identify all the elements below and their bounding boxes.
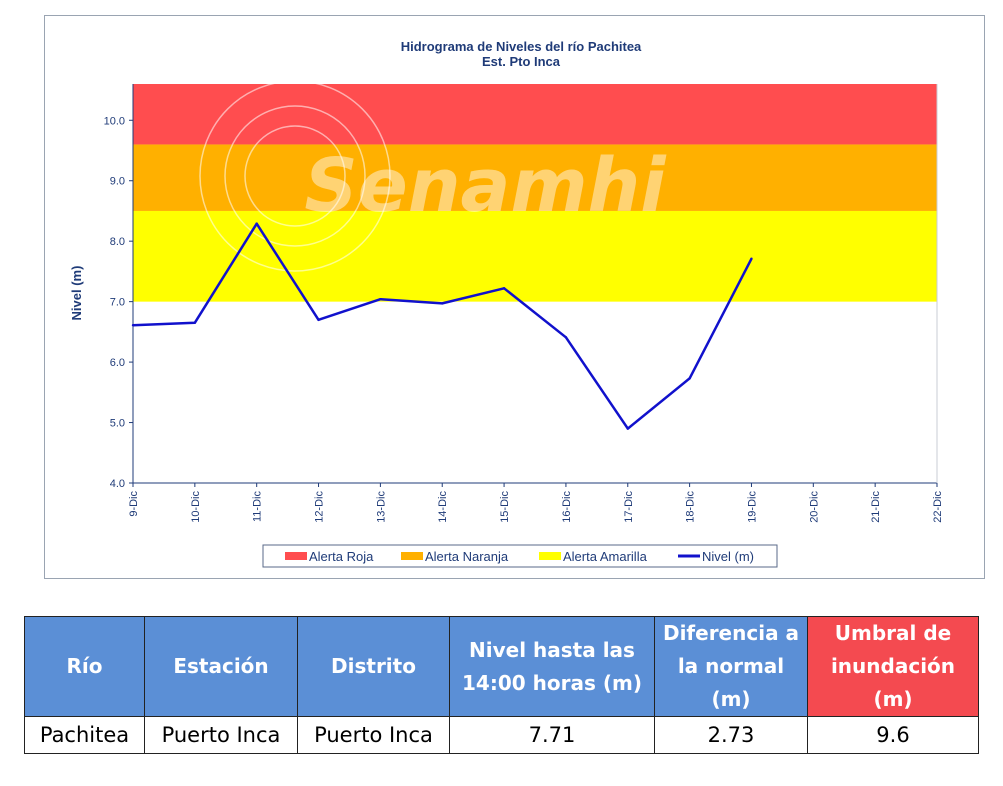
legend-swatch-alerta-roja [285,552,307,560]
x-tick-label: 21-Dic [870,491,882,523]
legend-label: Nivel (m) [702,549,754,564]
river-level-table: Río Estación Distrito Nivel hasta las 14… [24,616,979,754]
chart-title: Hidrograma de Niveles del río Pachitea [401,39,642,54]
data-point [255,222,258,225]
data-point [688,377,691,380]
x-tick-label: 17-Dic [623,491,635,523]
data-point [626,427,629,430]
x-tick-label: 12-Dic [314,491,326,523]
x-tick-label: 13-Dic [375,491,387,523]
x-tick-label: 10-Dic [190,491,202,523]
x-tick-label: 15-Dic [499,491,511,523]
header-estacion: Estación [144,616,298,717]
x-tick-label: 19-Dic [746,491,758,523]
header-umbral: Umbral de inundación (m) [807,616,979,717]
legend-label: Alerta Naranja [425,549,509,564]
legend-swatch-alerta-amarilla [539,552,561,560]
table-row: Pachitea Puerto Inca Puerto Inca 7.71 2.… [24,716,979,754]
data-point [750,257,753,260]
y-tick-label: 6.0 [110,357,125,369]
legend-label: Alerta Amarilla [563,549,648,564]
x-tick-label: 14-Dic [437,491,449,523]
legend-box [262,544,778,568]
data-point [193,321,197,324]
band-alerta-roja [133,84,937,145]
cell-distrito: Puerto Inca [297,716,450,754]
y-tick-label: 5.0 [110,418,125,430]
band-alerta-amarilla [133,210,937,302]
header-distrito: Distrito [297,616,450,717]
x-tick-label: 18-Dic [685,491,697,523]
data-point [317,318,320,321]
watermark-text: Senamhi [304,143,667,229]
y-tick-label: 4.0 [110,478,125,490]
y-axis-label: Nivel (m) [69,266,84,321]
data-point [131,324,135,327]
band-alerta-naranja [133,144,937,211]
legend-swatch-alerta-naranja [401,552,423,560]
data-point [564,336,568,339]
header-rio: Río [24,616,145,717]
chart-subtitle: Est. Pto Inca [482,54,561,69]
data-point [379,298,382,301]
cell-estacion: Puerto Inca [144,716,298,754]
y-tick-label: 8.0 [110,236,125,248]
header-diferencia: Diferencia a la normal (m) [654,616,808,717]
cell-nivel: 7.71 [449,716,655,754]
header-nivel: Nivel hasta las 14:00 horas (m) [449,616,655,717]
chart-legend: Alerta Roja Alerta Naranja Alerta Amarilla… [262,544,778,568]
table-header-row: Río Estación Distrito Nivel hasta las 14… [24,616,979,717]
y-tick-label: 9.0 [110,176,125,188]
cell-diferencia: 2.73 [654,716,808,754]
data-point [441,302,444,305]
hydrograph-chart: Hidrograma de Niveles del río Pachitea E… [69,39,944,568]
y-tick-label: 7.0 [110,297,125,309]
x-tick-label: 22-Dic [932,491,944,523]
x-tick-label: 11-Dic [252,491,264,522]
cell-umbral: 9.6 [807,716,979,754]
chart-frame: Hidrograma de Niveles del río Pachitea E… [44,15,985,579]
cell-rio: Pachitea [24,716,145,754]
x-tick-label: 20-Dic [808,491,820,523]
x-tick-label: 9-Dic [128,491,140,517]
senamhi-watermark: Senamhi [199,80,667,272]
data-point [502,287,506,290]
legend-label: Alerta Roja [309,549,374,564]
x-tick-label: 16-Dic [561,491,573,523]
y-tick-label: 10.0 [104,115,125,127]
